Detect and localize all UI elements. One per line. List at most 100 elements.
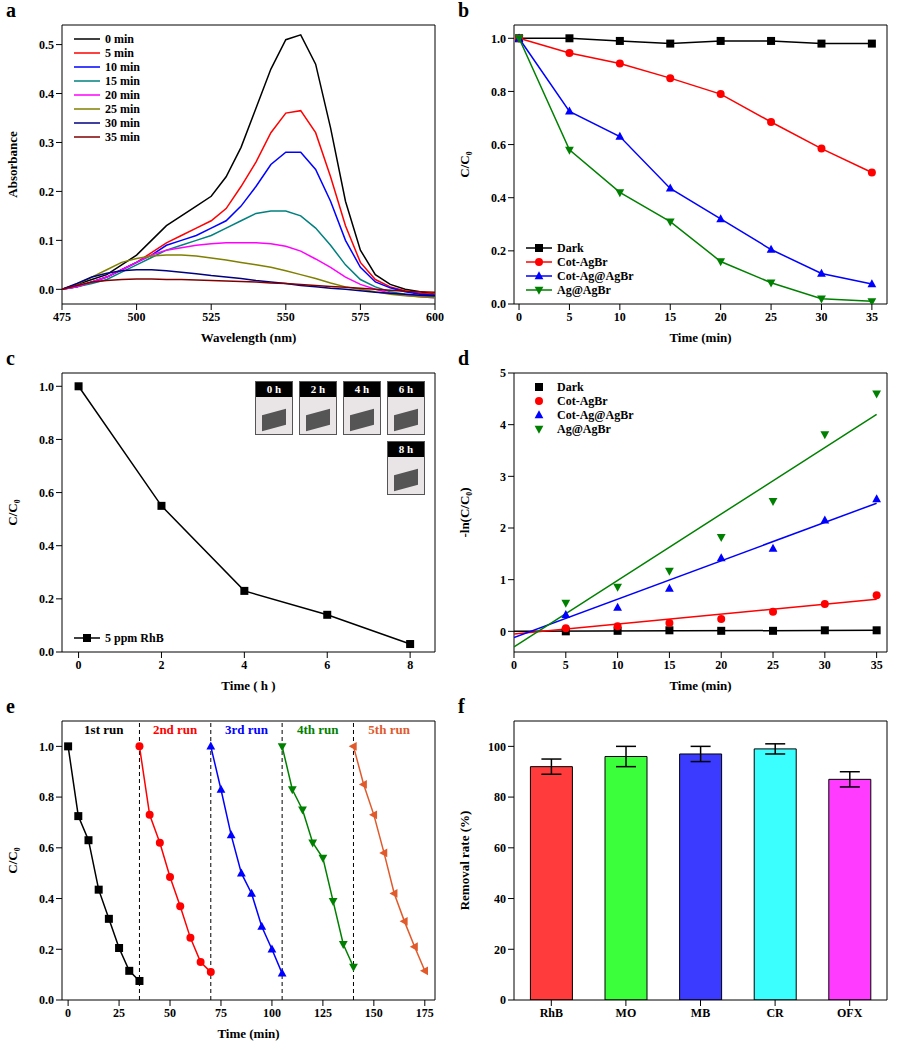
svg-text:0.0: 0.0 [39, 993, 54, 1007]
svg-text:Wavelength (nm): Wavelength (nm) [201, 330, 297, 345]
svg-text:0.3: 0.3 [39, 136, 54, 150]
svg-text:0.0: 0.0 [39, 283, 54, 297]
svg-text:125: 125 [314, 1006, 332, 1020]
html-text:0 min: 0 min [105, 32, 134, 46]
html-text:5 min: 5 min [105, 46, 134, 60]
svg-text:0.6: 0.6 [491, 138, 506, 152]
html-text:10 min: 10 min [105, 60, 140, 74]
html-text:25 min: 25 min [105, 102, 140, 116]
svg-text:0.8: 0.8 [491, 85, 506, 99]
svg-text:0: 0 [65, 1006, 71, 1020]
svg-text:475: 475 [53, 310, 71, 324]
svg-text:C/C₀: C/C₀ [457, 151, 472, 177]
svg-text:Time (min): Time (min) [669, 678, 731, 693]
svg-text:5: 5 [566, 310, 572, 324]
svg-text:35: 35 [871, 658, 883, 672]
svg-text:Time (min): Time (min) [669, 330, 731, 345]
svg-text:5: 5 [500, 366, 506, 380]
svg-text:1: 1 [500, 573, 506, 587]
svg-text:0.5: 0.5 [39, 38, 54, 52]
svg-text:40: 40 [494, 892, 506, 906]
svg-text:C/C₀: C/C₀ [5, 847, 20, 873]
svg-text:3: 3 [500, 470, 506, 484]
svg-text:CR: CR [766, 1006, 784, 1020]
html-text:30 min: 30 min [105, 116, 140, 130]
svg-text:2: 2 [500, 521, 506, 535]
svg-text:100: 100 [488, 740, 506, 754]
svg-text:80: 80 [494, 790, 506, 804]
html-text:20 min: 20 min [105, 88, 140, 102]
svg-text:0: 0 [500, 993, 506, 1007]
svg-text:4: 4 [500, 418, 506, 432]
svg-text:3rd run: 3rd run [225, 722, 269, 737]
svg-text:10: 10 [614, 310, 626, 324]
svg-text:10: 10 [612, 658, 624, 672]
svg-text:25: 25 [765, 310, 777, 324]
html-text:15 min: 15 min [105, 74, 140, 88]
svg-text:25: 25 [113, 1006, 125, 1020]
svg-text:1.0: 1.0 [39, 740, 54, 754]
svg-text:20: 20 [494, 943, 506, 957]
svg-text:0.2: 0.2 [39, 943, 54, 957]
svg-text:0.0: 0.0 [39, 645, 54, 659]
svg-text:35: 35 [866, 310, 878, 324]
svg-text:5: 5 [563, 658, 569, 672]
svg-text:500: 500 [128, 310, 146, 324]
svg-text:Time ( h ): Time ( h ) [221, 678, 275, 693]
svg-text:2: 2 [158, 658, 164, 672]
svg-text:2nd run: 2nd run [153, 722, 198, 737]
svg-text:0.4: 0.4 [39, 87, 54, 101]
svg-text:6: 6 [324, 658, 330, 672]
svg-text:0: 0 [500, 625, 506, 639]
svg-text:30: 30 [815, 310, 827, 324]
svg-text:1.0: 1.0 [491, 32, 506, 46]
svg-text:0: 0 [516, 310, 522, 324]
svg-text:525: 525 [202, 310, 220, 324]
svg-text:0.4: 0.4 [39, 539, 54, 553]
svg-text:100: 100 [263, 1006, 281, 1020]
svg-text:175: 175 [416, 1006, 434, 1020]
svg-text:5th run: 5th run [368, 722, 410, 737]
svg-text:0.4: 0.4 [39, 892, 54, 906]
svg-text:8: 8 [407, 658, 413, 672]
svg-text:25: 25 [767, 658, 779, 672]
svg-text:50: 50 [164, 1006, 176, 1020]
svg-text:20: 20 [715, 310, 727, 324]
svg-text:550: 550 [277, 310, 295, 324]
svg-text:1.0: 1.0 [39, 380, 54, 394]
svg-text:30: 30 [819, 658, 831, 672]
svg-text:0.8: 0.8 [39, 790, 54, 804]
svg-text:OFX: OFX [837, 1006, 863, 1020]
svg-text:0.8: 0.8 [39, 433, 54, 447]
svg-text:1st run: 1st run [84, 722, 124, 737]
svg-text:0.0: 0.0 [491, 297, 506, 311]
svg-text:15: 15 [663, 658, 675, 672]
svg-text:RhB: RhB [540, 1006, 563, 1020]
svg-text:MB: MB [691, 1006, 710, 1020]
svg-text:MO: MO [616, 1006, 637, 1020]
svg-text:Removal rate (%): Removal rate (%) [457, 811, 472, 911]
svg-text:0.6: 0.6 [39, 486, 54, 500]
svg-text:0.1: 0.1 [39, 234, 54, 248]
svg-text:0.6: 0.6 [39, 841, 54, 855]
svg-text:150: 150 [365, 1006, 383, 1020]
svg-text:0: 0 [76, 658, 82, 672]
svg-text:15: 15 [664, 310, 676, 324]
svg-text:0.2: 0.2 [39, 185, 54, 199]
svg-text:575: 575 [351, 310, 369, 324]
svg-text:0: 0 [511, 658, 517, 672]
svg-text:C/C₀: C/C₀ [5, 499, 20, 525]
svg-text:4: 4 [241, 658, 247, 672]
svg-text:0.4: 0.4 [491, 191, 506, 205]
svg-text:Time (min): Time (min) [217, 1026, 279, 1041]
svg-text:-ln(C/C₀): -ln(C/C₀) [457, 487, 472, 537]
svg-text:0.2: 0.2 [491, 244, 506, 258]
svg-text:Absorbance: Absorbance [5, 131, 20, 198]
svg-text:20: 20 [715, 658, 727, 672]
svg-text:600: 600 [426, 310, 444, 324]
svg-text:60: 60 [494, 841, 506, 855]
html-text:35 min: 35 min [105, 130, 140, 144]
svg-text:75: 75 [215, 1006, 227, 1020]
svg-text:0.2: 0.2 [39, 592, 54, 606]
svg-text:4th run: 4th run [297, 722, 339, 737]
